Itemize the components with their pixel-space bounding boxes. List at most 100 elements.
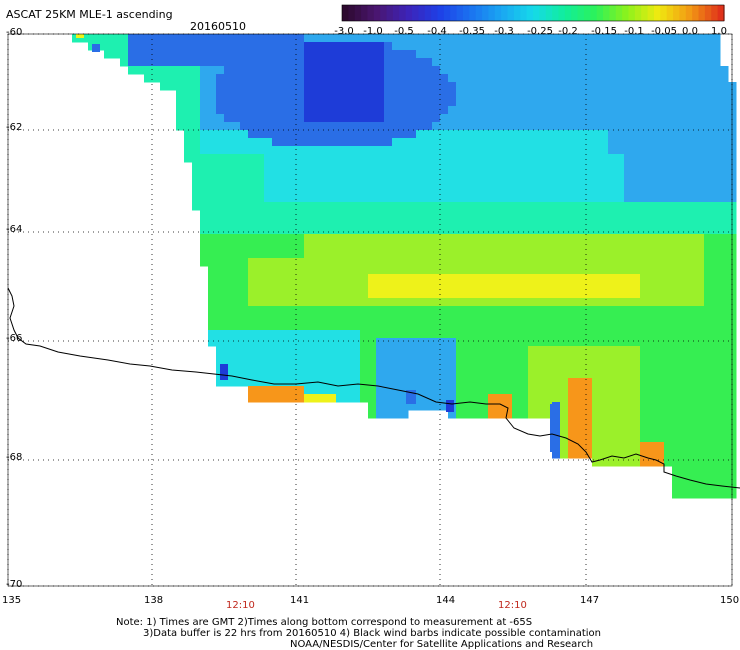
swath-cell	[712, 338, 721, 347]
swath-cell	[208, 130, 217, 139]
swath-cell	[328, 66, 337, 75]
swath-cell	[584, 250, 593, 259]
swath-cell	[496, 130, 505, 139]
swath-cell	[608, 290, 617, 299]
swath-cell	[720, 314, 729, 323]
swath-cell	[312, 282, 321, 291]
swath-cell	[392, 386, 401, 395]
swath-cell	[440, 66, 449, 75]
swath-cell	[392, 178, 401, 187]
swath-cell	[720, 466, 729, 475]
swath-cell	[672, 458, 681, 467]
swath-cell	[712, 122, 721, 131]
swath-cell	[480, 90, 489, 99]
swath-cell	[400, 34, 409, 43]
swath-cell	[352, 266, 361, 275]
swath-cell	[256, 394, 265, 403]
swath-cell	[640, 98, 649, 107]
swath-cell	[632, 122, 641, 131]
swath-cell	[456, 202, 465, 211]
swath-cell	[672, 138, 681, 147]
swath-cell	[656, 258, 665, 267]
swath-cell	[672, 370, 681, 379]
swath-cell	[488, 194, 497, 203]
swath-cell	[568, 306, 577, 315]
swath-cell	[688, 58, 697, 67]
swath-cell	[368, 202, 377, 211]
swath-cell	[408, 234, 417, 243]
swath-cell	[368, 218, 377, 227]
swath-cell	[312, 266, 321, 275]
swath-cell	[368, 378, 377, 387]
swath-cell	[200, 138, 209, 147]
swath-cell	[544, 250, 553, 259]
swath-cell	[608, 114, 617, 123]
swath-cell	[584, 58, 593, 67]
swath-cell	[680, 426, 689, 435]
swath-cell	[224, 250, 233, 259]
swath-cell	[360, 138, 369, 147]
swath-cell	[680, 314, 689, 323]
swath-cell	[424, 170, 433, 179]
swath-cell	[456, 74, 465, 83]
swath-cell	[344, 138, 353, 147]
swath-cell	[560, 74, 569, 83]
swath-cell	[568, 434, 577, 443]
swath-cell	[376, 226, 385, 235]
swath-cell	[560, 442, 569, 451]
swath-cell	[704, 290, 713, 299]
swath-cell	[672, 186, 681, 195]
colorbar-cell	[462, 5, 470, 21]
lat-label: -68	[6, 452, 23, 463]
swath-cell	[688, 90, 697, 99]
swath-cell	[632, 362, 641, 371]
swath-cell	[456, 362, 465, 371]
swath-cell	[352, 170, 361, 179]
swath-cell	[592, 394, 601, 403]
swath-cell	[128, 58, 137, 67]
swath-cell	[584, 138, 593, 147]
swath-cell	[592, 306, 601, 315]
swath-cell	[552, 122, 561, 131]
swath-cell	[320, 90, 329, 99]
swath-cell	[208, 42, 217, 51]
colorbar-cell	[615, 5, 623, 21]
swath-cell	[576, 50, 585, 59]
swath-cell	[192, 50, 201, 59]
swath-cell	[432, 218, 441, 227]
swath-cell	[568, 226, 577, 235]
swath-cell	[280, 282, 289, 291]
swath-cell	[336, 114, 345, 123]
swath-cell	[320, 346, 329, 355]
swath-cell	[504, 370, 513, 379]
swath-cell	[464, 330, 473, 339]
swath-cell	[256, 162, 265, 171]
swath-cell	[696, 362, 705, 371]
swath-cell	[320, 146, 329, 155]
swath-cell	[552, 202, 561, 211]
swath-cell	[560, 66, 569, 75]
swath-cell	[672, 490, 681, 499]
swath-cell	[504, 234, 513, 243]
swath-cell	[544, 210, 553, 219]
swath-cell	[600, 258, 609, 267]
swath-cell	[432, 370, 441, 379]
swath-cell	[712, 490, 721, 499]
swath-cell	[680, 186, 689, 195]
swath-cell	[624, 202, 633, 211]
swath-cell	[424, 330, 433, 339]
swath-cell	[608, 250, 617, 259]
swath-cell	[272, 378, 281, 387]
swath-cell	[472, 290, 481, 299]
swath-cell	[616, 266, 625, 275]
swath-cell	[672, 74, 681, 83]
swath-cell	[600, 418, 609, 427]
swath-cell	[328, 314, 337, 323]
swath-cell	[504, 314, 513, 323]
swath-cell	[248, 218, 257, 227]
swath-cell	[272, 306, 281, 315]
swath-cell	[544, 42, 553, 51]
swath-cell	[224, 50, 233, 59]
swath-cell	[520, 130, 529, 139]
swath-cell	[184, 106, 193, 115]
